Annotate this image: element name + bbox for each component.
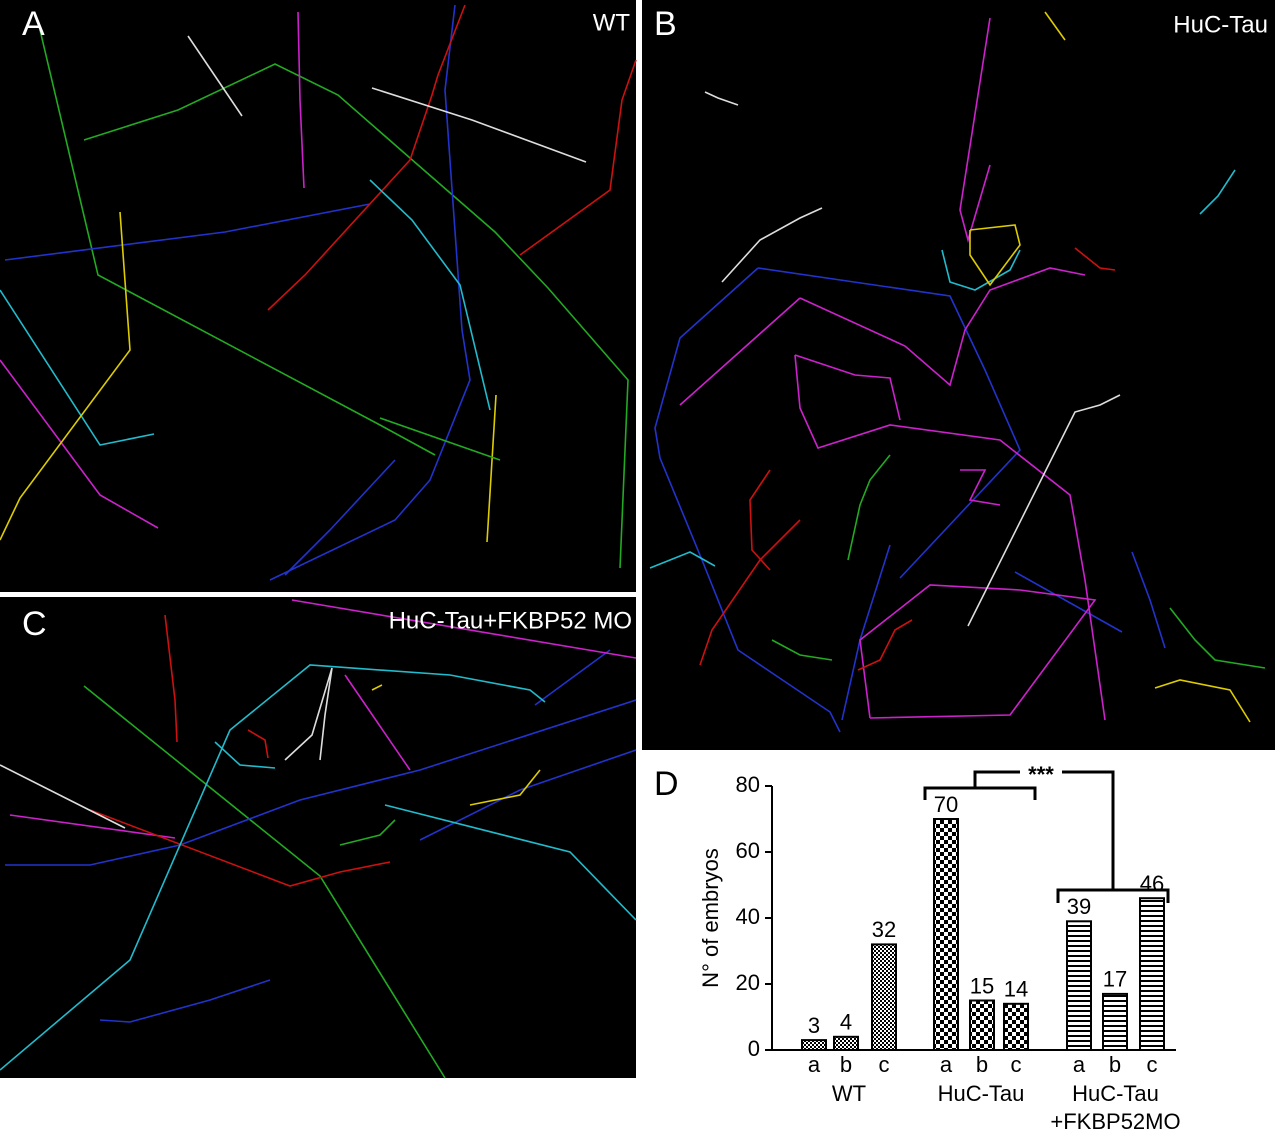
tracks <box>649 11 1266 733</box>
y-axis-label: N° of embryos <box>698 848 723 988</box>
panel-label: A <box>22 5 45 43</box>
panel-label: D <box>654 765 679 803</box>
value-label: 15 <box>970 973 994 998</box>
panel-d: DN° of embryos0204060803a4b32cWT70a15b14… <box>654 762 1181 1134</box>
x-tick-label: a <box>1073 1052 1086 1077</box>
value-label: 39 <box>1067 894 1091 919</box>
panel-a: A WT <box>0 0 637 592</box>
y-tick-label: 0 <box>748 1036 760 1061</box>
bracket <box>923 786 1037 800</box>
y-tick-label: 20 <box>736 970 760 995</box>
x-tick-label: a <box>940 1052 953 1077</box>
value-label: 46 <box>1140 871 1164 896</box>
x-tick-label: c <box>1011 1052 1022 1077</box>
panel-b: B HuC-Tau <box>642 0 1275 750</box>
panel-label: B <box>654 5 677 43</box>
bar <box>1003 1002 1029 1051</box>
bar <box>1102 992 1128 1052</box>
x-tick-label: c <box>879 1052 890 1077</box>
bar <box>969 999 995 1051</box>
group-label: HuC-Tau <box>1072 1081 1159 1106</box>
tracks <box>0 4 637 581</box>
tracks <box>0 599 637 1079</box>
bracket <box>973 770 1020 788</box>
value-label: 14 <box>1004 977 1028 1002</box>
panel-label: C <box>22 605 47 643</box>
value-label: 17 <box>1103 967 1127 992</box>
panel-title: HuC-Tau <box>1173 11 1268 38</box>
group-label: HuC-Tau <box>938 1081 1025 1106</box>
bracket <box>1062 770 1115 890</box>
x-tick-label: b <box>1109 1052 1121 1077</box>
bar <box>1066 920 1092 1051</box>
x-tick-label: b <box>840 1052 852 1077</box>
y-tick-label: 80 <box>736 772 760 797</box>
panel-title: WT <box>593 9 631 36</box>
y-tick-label: 40 <box>736 904 760 929</box>
value-label: 3 <box>808 1013 820 1038</box>
value-label: 32 <box>872 917 896 942</box>
bar <box>1139 897 1165 1052</box>
panel-title: HuC-Tau+FKBP52 MO <box>389 607 632 634</box>
x-tick-label: c <box>1147 1052 1158 1077</box>
group-label: WT <box>832 1081 866 1106</box>
value-label: 70 <box>934 792 958 817</box>
bar <box>801 1039 827 1051</box>
panel-c: C HuC-Tau+FKBP52 MO <box>0 597 637 1079</box>
y-tick-label: 60 <box>736 838 760 863</box>
x-tick-label: b <box>976 1052 988 1077</box>
bar <box>933 818 959 1051</box>
bar <box>871 943 897 1052</box>
group-label: +FKBP52MO <box>1050 1109 1180 1134</box>
significance: *** <box>1028 762 1054 787</box>
value-label: 4 <box>840 1010 852 1035</box>
x-tick-label: a <box>808 1052 821 1077</box>
bar <box>833 1035 859 1052</box>
